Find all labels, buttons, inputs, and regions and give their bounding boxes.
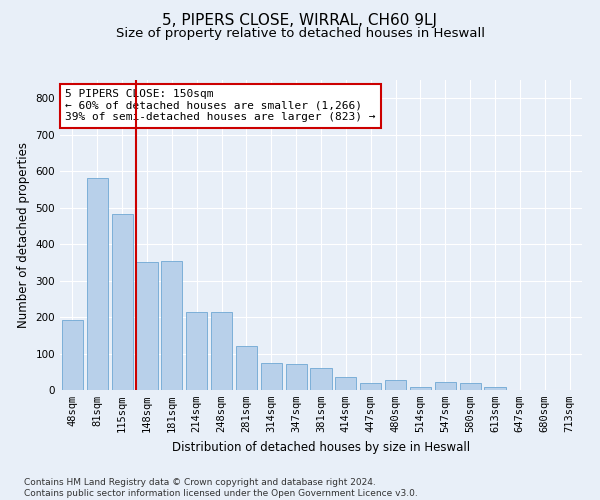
Bar	[136, 262, 158, 390]
Text: Size of property relative to detached houses in Heswall: Size of property relative to detached ho…	[115, 28, 485, 40]
Bar	[62, 320, 83, 390]
Bar	[286, 364, 307, 390]
Bar	[161, 260, 182, 390]
Bar	[310, 368, 332, 390]
Bar	[261, 362, 282, 390]
Text: 5 PIPERS CLOSE: 150sqm
← 60% of detached houses are smaller (1,266)
39% of semi-: 5 PIPERS CLOSE: 150sqm ← 60% of detached…	[65, 90, 376, 122]
Bar	[112, 214, 133, 390]
Bar	[87, 178, 108, 390]
Bar	[211, 312, 232, 390]
Y-axis label: Number of detached properties: Number of detached properties	[17, 142, 30, 328]
Bar	[385, 380, 406, 390]
X-axis label: Distribution of detached houses by size in Heswall: Distribution of detached houses by size …	[172, 440, 470, 454]
Bar	[460, 382, 481, 390]
Bar	[435, 382, 456, 390]
Bar	[236, 346, 257, 390]
Bar	[484, 387, 506, 390]
Text: Contains HM Land Registry data © Crown copyright and database right 2024.
Contai: Contains HM Land Registry data © Crown c…	[24, 478, 418, 498]
Bar	[335, 377, 356, 390]
Bar	[410, 387, 431, 390]
Bar	[360, 382, 381, 390]
Bar	[186, 312, 207, 390]
Text: 5, PIPERS CLOSE, WIRRAL, CH60 9LJ: 5, PIPERS CLOSE, WIRRAL, CH60 9LJ	[163, 12, 437, 28]
